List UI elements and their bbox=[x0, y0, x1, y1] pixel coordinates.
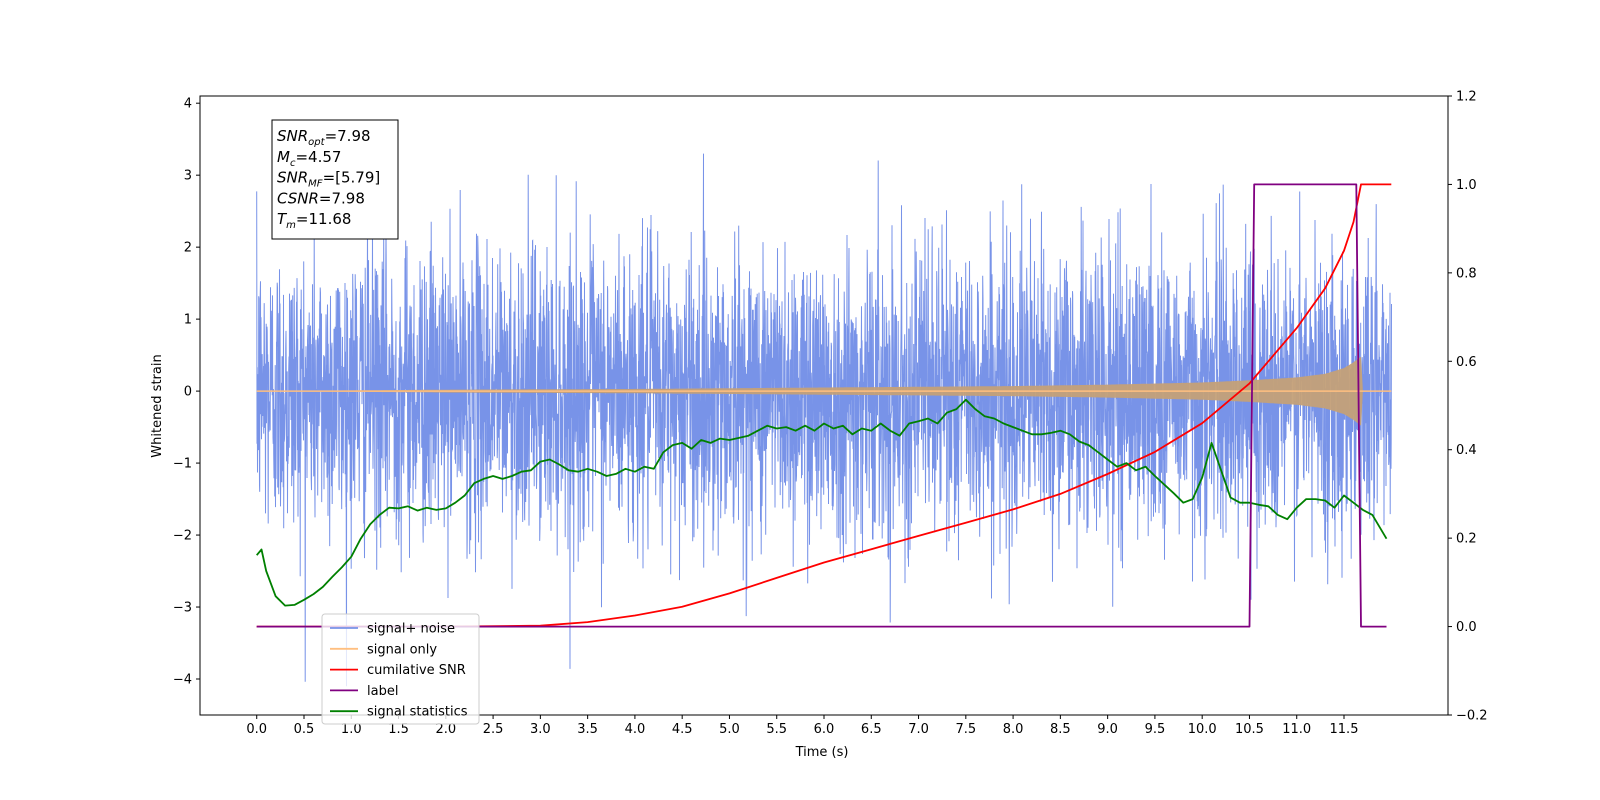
x-tick-label: 2.0 bbox=[435, 722, 456, 737]
annotation-line: CSNR=7.98 bbox=[277, 189, 365, 207]
x-tick-label: 6.5 bbox=[861, 722, 882, 737]
x-tick-label: 7.5 bbox=[955, 722, 976, 737]
series-lines bbox=[256, 183, 1392, 628]
series-signal-noise bbox=[256, 153, 1392, 687]
x-tick-label: 10.0 bbox=[1188, 722, 1217, 737]
series-line-cumilative-snr bbox=[256, 183, 1392, 628]
x-tick-label: 3.0 bbox=[530, 722, 551, 737]
y-tick-label: −3 bbox=[173, 601, 192, 616]
legend-label: signal only bbox=[367, 642, 437, 657]
x-tick-label: 0.5 bbox=[294, 722, 315, 737]
y-tick-label: 3 bbox=[184, 169, 192, 184]
y2-tick-label: 1.0 bbox=[1456, 178, 1477, 193]
x-tick-label: 8.0 bbox=[1003, 722, 1024, 737]
annotation-line: Mc=4.57 bbox=[277, 148, 341, 169]
series-line-signal-statistics bbox=[256, 398, 1388, 607]
x-tick-label: 1.5 bbox=[388, 722, 409, 737]
y-tick-label: 2 bbox=[184, 241, 192, 256]
x-axis-label: Time (s) bbox=[795, 745, 849, 760]
y2-tick-label: 0.6 bbox=[1456, 355, 1477, 370]
y2-tick-label: 1.2 bbox=[1456, 90, 1477, 105]
x-tick-label: 4.5 bbox=[672, 722, 693, 737]
x-tick-label: 3.5 bbox=[577, 722, 598, 737]
y-axis-label: Whitened strain bbox=[150, 354, 165, 457]
x-tick-label: 0.0 bbox=[246, 722, 267, 737]
series-signal-only bbox=[256, 356, 1392, 426]
x-tick-label: 9.5 bbox=[1145, 722, 1166, 737]
x-tick-label: 5.5 bbox=[766, 722, 787, 737]
y-axis-right: 1.2 1.0 0.8 0.6 0.4 0.2 0.0 −0.2 bbox=[1448, 90, 1488, 724]
legend-label: signal statistics bbox=[367, 705, 468, 720]
x-tick-label: 8.5 bbox=[1050, 722, 1071, 737]
x-tick-label: 1.0 bbox=[341, 722, 362, 737]
y2-tick-label: 0.0 bbox=[1456, 620, 1477, 635]
legend-label: signal+ noise bbox=[367, 622, 455, 637]
legend: signal+ noise signal only cumilative SNR la… bbox=[321, 613, 480, 725]
x-tick-label: 11.5 bbox=[1330, 722, 1359, 737]
plot-area bbox=[256, 153, 1392, 687]
x-tick-label: 11.0 bbox=[1282, 722, 1311, 737]
y2-tick-label: 0.8 bbox=[1456, 266, 1477, 281]
annotation-line: SNRopt=7.98 bbox=[277, 127, 371, 148]
x-tick-label: 2.5 bbox=[483, 722, 504, 737]
x-tick-label: 6.0 bbox=[814, 722, 835, 737]
y-axis-left: 4 3 2 1 0 −1 −2 −3 −4 bbox=[173, 97, 200, 688]
x-tick-label: 4.0 bbox=[625, 722, 646, 737]
x-tick-label: 7.0 bbox=[908, 722, 929, 737]
series-line-label bbox=[256, 183, 1387, 628]
y2-tick-label: 0.4 bbox=[1456, 443, 1477, 458]
x-tick-label: 5.0 bbox=[719, 722, 740, 737]
y-tick-label: 4 bbox=[184, 97, 192, 112]
x-tick-label: 10.5 bbox=[1235, 722, 1264, 737]
y-tick-label: 0 bbox=[184, 385, 192, 400]
annotation-line: Tm=11.68 bbox=[277, 210, 351, 231]
annotation-line: SNRMF=[5.79] bbox=[277, 169, 380, 190]
y-tick-label: −4 bbox=[173, 673, 192, 688]
signal-noise-line bbox=[256, 153, 1392, 687]
y-tick-label: 1 bbox=[184, 313, 192, 328]
legend-label: label bbox=[367, 684, 398, 699]
legend-label: cumilative SNR bbox=[367, 663, 466, 678]
x-tick-label: 9.0 bbox=[1097, 722, 1118, 737]
y2-tick-label: 0.2 bbox=[1456, 532, 1477, 547]
y-tick-label: −2 bbox=[173, 529, 192, 544]
y2-tick-label: −0.2 bbox=[1456, 709, 1488, 724]
y-tick-label: −1 bbox=[173, 457, 192, 472]
x-axis: 0.0 0.5 1.0 1.5 2.0 2.5 3.0 3.5 4.0 4.5 5.0 5.5 6.0 6… bbox=[246, 715, 1358, 737]
